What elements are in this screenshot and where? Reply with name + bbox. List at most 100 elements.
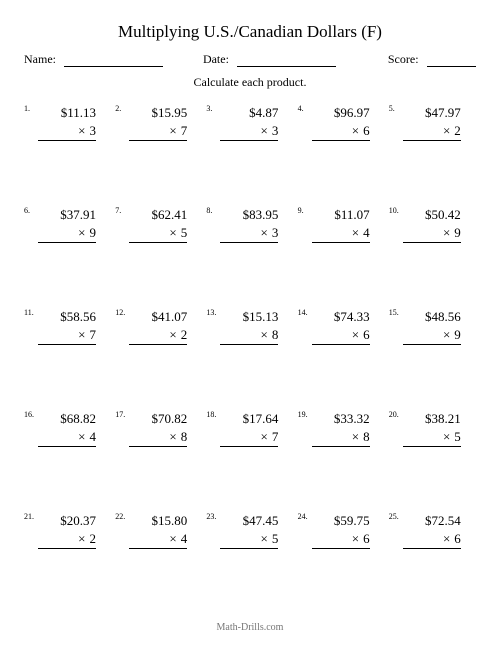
problem: 13.$15.13×8 [206,306,293,408]
problem-number: 24. [298,512,308,521]
multiplier-row: ×4 [312,224,370,244]
multiplier: 6 [363,327,370,342]
problem-number: 23. [206,512,216,521]
problem-stack: $15.13×8 [220,308,278,345]
score-label: Score: [388,52,419,67]
multiplier-row: ×3 [38,122,96,142]
problem: 9. $11.07×4 [298,204,385,306]
problem: 20.$38.21×5 [389,408,476,510]
multiplier-row: ×5 [403,428,461,448]
problem-number: 4. [298,104,304,113]
multiplicand: $11.13 [38,104,96,122]
multiplicand: $70.82 [129,410,187,428]
multiplier: 5 [272,531,279,546]
multiply-sign: × [443,531,454,546]
multiplicand: $83.95 [220,206,278,224]
multiply-sign: × [169,225,180,240]
problem-stack: $15.95×7 [129,104,187,141]
multiply-sign: × [443,225,454,240]
problem-stack: $47.97×2 [403,104,461,141]
multiply-sign: × [352,531,363,546]
multiplier: 3 [90,123,97,138]
multiplicand: $11.07 [312,206,370,224]
problem: 18.$17.64×7 [206,408,293,510]
multiply-sign: × [352,429,363,444]
multiply-sign: × [261,123,272,138]
multiplier-row: ×6 [312,122,370,142]
multiplier-row: ×5 [220,530,278,550]
problem: 12.$41.07×2 [115,306,202,408]
multiplier: 5 [454,429,461,444]
problem-number: 10. [389,206,399,215]
problem-number: 15. [389,308,399,317]
multiplicand: $15.95 [129,104,187,122]
multiplicand: $17.64 [220,410,278,428]
problem: 8. $83.95×3 [206,204,293,306]
multiplicand: $50.42 [403,206,461,224]
multiplier: 2 [454,123,461,138]
multiplicand: $33.32 [312,410,370,428]
multiplicand: $74.33 [312,308,370,326]
date-blank[interactable] [237,54,336,67]
multiplier: 9 [454,327,461,342]
problem-stack: $41.07×2 [129,308,187,345]
problem-stack: $83.95×3 [220,206,278,243]
multiplier: 4 [363,225,370,240]
problem: 16.$68.82×4 [24,408,111,510]
problem-stack: $58.56×7 [38,308,96,345]
multiply-sign: × [443,123,454,138]
problem: 22.$15.80×4 [115,510,202,612]
multiplier-row: ×5 [129,224,187,244]
problem: 17. $70.82×8 [115,408,202,510]
problem-stack: $20.37×2 [38,512,96,549]
problem-number: 3. [206,104,212,113]
problem: 3. $4.87×3 [206,102,293,204]
multiplier: 9 [90,225,97,240]
problem-stack: $70.82×8 [129,410,187,447]
problem: 5.$47.97×2 [389,102,476,204]
multiplier-row: ×6 [312,326,370,346]
problem-number: 2. [115,104,121,113]
multiplicand: $68.82 [38,410,96,428]
problem-stack: $72.54×6 [403,512,461,549]
problem-stack: $11.13×3 [38,104,96,141]
multiplier-row: ×9 [38,224,96,244]
name-blank[interactable] [64,54,163,67]
multiply-sign: × [169,429,180,444]
problem: 25. $72.54×6 [389,510,476,612]
problem-stack: $37.91×9 [38,206,96,243]
problem-number: 22. [115,512,125,521]
header-row: Name: Date: Score: [24,52,476,67]
multiplier: 7 [181,123,188,138]
multiplicand: $4.87 [220,104,278,122]
problem-number: 1. [24,104,30,113]
multiply-sign: × [169,531,180,546]
multiply-sign: × [261,429,272,444]
problem-number: 25. [389,512,399,521]
problem-number: 9. [298,206,304,215]
multiplier: 2 [90,531,97,546]
problem-number: 17. [115,410,125,419]
problem: 7.$62.41×5 [115,204,202,306]
multiplier-row: ×6 [312,530,370,550]
score-blank[interactable] [427,54,476,67]
multiplier: 7 [272,429,279,444]
multiplier: 6 [363,123,370,138]
multiplicand: $41.07 [129,308,187,326]
multiplier: 3 [272,123,279,138]
footer-text: Math-Drills.com [0,622,500,633]
problem-stack: $59.75×6 [312,512,370,549]
multiplicand: $62.41 [129,206,187,224]
multiplier-row: ×3 [220,122,278,142]
multiplier: 8 [363,429,370,444]
problem-number: 16. [24,410,34,419]
multiplier-row: ×7 [38,326,96,346]
multiply-sign: × [443,429,454,444]
problem-number: 8. [206,206,212,215]
multiplier: 9 [454,225,461,240]
multiplier-row: ×8 [220,326,278,346]
problem: 4.$96.97×6 [298,102,385,204]
multiplier-row: ×9 [403,326,461,346]
problem-stack: $62.41×5 [129,206,187,243]
multiplicand: $59.75 [312,512,370,530]
